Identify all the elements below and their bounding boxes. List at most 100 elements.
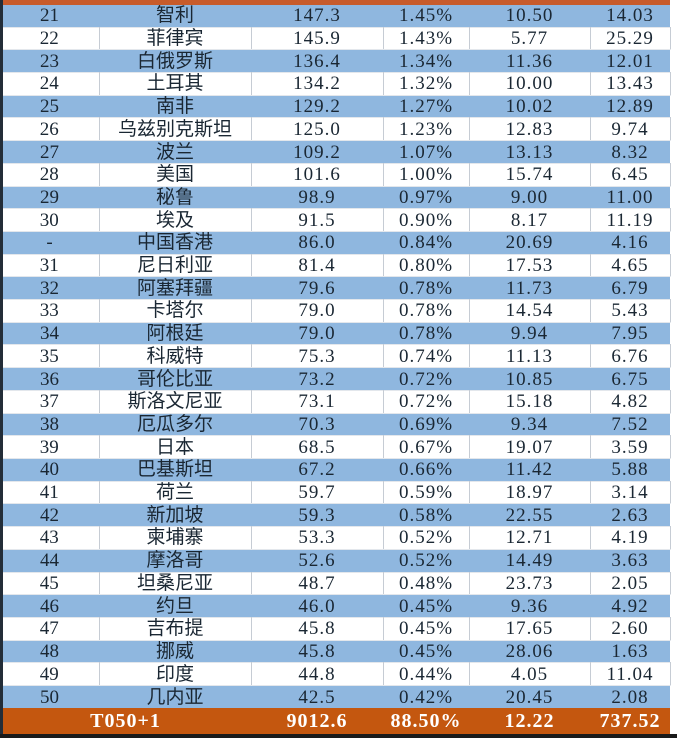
value-cell: 125.0 <box>251 117 384 142</box>
rank-cell: - <box>0 231 99 255</box>
table-row: 31 尼日利亚 81.4 0.80% 17.53 4.65 <box>0 253 671 278</box>
country-cell: 日本 <box>99 435 252 459</box>
country-cell: 哥伦比亚 <box>99 367 251 391</box>
table-row: 41 荷兰 59.7 0.59% 18.97 3.14 <box>0 480 671 505</box>
top-row-edge-strip <box>0 0 670 5</box>
table-row: 33 卡塔尔 79.0 0.78% 14.54 5.43 <box>0 299 671 323</box>
metric-a-cell: 10.85 <box>469 367 590 391</box>
metric-a-cell: 20.69 <box>469 231 590 255</box>
metric-b-cell: 12.89 <box>590 95 670 118</box>
rank-cell: 36 <box>0 367 99 391</box>
table-row: 24 土耳其 134.2 1.32% 10.00 13.43 <box>0 72 671 96</box>
country-cell: 阿塞拜疆 <box>99 276 251 300</box>
country-cell: 几内亚 <box>99 685 251 708</box>
rank-cell: 44 <box>0 549 99 573</box>
table-row: 30 埃及 91.5 0.90% 8.17 11.19 <box>0 208 671 232</box>
value-cell: 86.0 <box>251 231 383 255</box>
metric-a-cell: 11.13 <box>469 344 591 369</box>
country-cell: 中国香港 <box>99 231 251 255</box>
value-cell: 67.2 <box>251 458 383 482</box>
table-body: 21 智利 147.3 1.45% 10.50 14.03 22 菲律宾 145.9 1.43% 5… <box>0 5 671 708</box>
share-cell: 0.44% <box>383 662 470 687</box>
share-cell: 1.45% <box>383 5 469 28</box>
value-cell: 45.8 <box>251 640 383 663</box>
metric-b-cell: 3.63 <box>590 549 670 573</box>
share-cell: 0.72% <box>383 389 470 414</box>
rank-cell: 47 <box>0 616 100 641</box>
metric-b-cell: 11.04 <box>590 662 671 687</box>
metric-a-cell: 22.55 <box>469 503 590 527</box>
rank-cell: 21 <box>0 5 99 28</box>
metric-b-cell: 13.43 <box>590 72 671 96</box>
metric-a-cell: 12.83 <box>469 117 591 142</box>
rank-cell: 34 <box>0 322 99 345</box>
country-cell: 土耳其 <box>99 72 252 96</box>
rank-cell: 45 <box>0 571 100 596</box>
metric-b-cell: 5.88 <box>590 458 670 482</box>
metric-b-cell: 2.08 <box>590 685 670 708</box>
table-row: 42 新加坡 59.3 0.58% 22.55 2.63 <box>0 503 670 527</box>
share-cell: 1.34% <box>383 49 469 73</box>
table-row: 27 波兰 109.2 1.07% 13.13 8.32 <box>0 140 670 164</box>
table-row: 47 吉布提 45.8 0.45% 17.65 2.60 <box>0 616 671 641</box>
value-cell: 59.7 <box>251 480 384 505</box>
table-row: 26 乌兹别克斯坦 125.0 1.23% 12.83 9.74 <box>0 117 671 142</box>
country-cell: 科威特 <box>99 344 252 369</box>
country-cell: 南非 <box>99 95 251 118</box>
value-cell: 134.2 <box>251 72 384 96</box>
table-row: 50 几内亚 42.5 0.42% 20.45 2.08 <box>0 685 670 708</box>
table-row: 48 挪威 45.8 0.45% 28.06 1.63 <box>0 640 670 663</box>
share-cell: 1.32% <box>383 72 470 96</box>
value-cell: 79.6 <box>251 276 383 300</box>
country-cell: 乌兹别克斯坦 <box>99 117 252 142</box>
share-cell: 0.74% <box>383 344 470 369</box>
rank-cell: 46 <box>0 594 99 618</box>
total-row: T050+1 9012.6 88.50% 12.22 737.52 <box>0 708 670 734</box>
value-cell: 53.3 <box>251 526 384 550</box>
table-row: 23 白俄罗斯 136.4 1.34% 11.36 12.01 <box>0 49 670 73</box>
share-cell: 0.45% <box>383 640 469 663</box>
metric-a-cell: 13.13 <box>469 140 590 164</box>
rank-cell: 23 <box>0 49 99 73</box>
value-cell: 52.6 <box>251 549 383 573</box>
table-bottom-shadow-bar <box>0 734 677 738</box>
value-cell: 42.5 <box>251 685 383 708</box>
value-cell: 46.0 <box>251 594 383 618</box>
share-cell: 1.07% <box>383 140 469 164</box>
metric-a-cell: 11.42 <box>469 458 590 482</box>
country-cell: 坦桑尼亚 <box>99 571 252 596</box>
metric-b-cell: 2.60 <box>590 616 671 641</box>
table-row: 46 约旦 46.0 0.45% 9.36 4.92 <box>0 594 670 618</box>
country-ranking-table: 21 智利 147.3 1.45% 10.50 14.03 22 菲律宾 145.9 1.43% 5… <box>0 5 671 734</box>
table-row: 37 斯洛文尼亚 73.1 0.72% 15.18 4.82 <box>0 389 671 414</box>
metric-b-cell: 2.05 <box>590 571 671 596</box>
share-cell: 0.45% <box>383 594 469 618</box>
metric-a-cell: 15.18 <box>469 389 591 414</box>
value-cell: 48.7 <box>251 571 384 596</box>
rank-cell: 28 <box>0 162 100 187</box>
country-cell: 秘鲁 <box>99 186 251 209</box>
country-cell: 白俄罗斯 <box>99 49 251 73</box>
metric-a-cell: 17.53 <box>469 253 591 278</box>
metric-a-cell: 11.36 <box>469 49 590 73</box>
table-row: 22 菲律宾 145.9 1.43% 5.77 25.29 <box>0 26 671 51</box>
share-cell: 0.97% <box>383 186 469 209</box>
rank-cell: 37 <box>0 389 100 414</box>
metric-b-cell: 14.03 <box>590 5 670 28</box>
metric-a-cell: 9.34 <box>469 413 590 436</box>
metric-a-cell: 17.65 <box>469 616 591 641</box>
metric-a-cell: 8.17 <box>469 208 591 232</box>
table-row: 28 美国 101.6 1.00% 15.74 6.45 <box>0 162 671 187</box>
metric-b-cell: 9.74 <box>590 117 671 142</box>
rank-cell: 39 <box>0 435 100 459</box>
country-cell: 摩洛哥 <box>99 549 251 573</box>
table-row: 29 秘鲁 98.9 0.97% 9.00 11.00 <box>0 186 670 209</box>
value-cell: 59.3 <box>251 503 383 527</box>
country-cell: 埃及 <box>99 208 252 232</box>
metric-b-cell: 1.63 <box>590 640 670 663</box>
metric-b-cell: 11.00 <box>590 186 670 209</box>
rank-cell: 22 <box>0 26 100 51</box>
country-cell: 尼日利亚 <box>99 253 252 278</box>
metric-b-cell: 4.16 <box>590 231 670 255</box>
metric-b-cell: 6.75 <box>590 367 670 391</box>
